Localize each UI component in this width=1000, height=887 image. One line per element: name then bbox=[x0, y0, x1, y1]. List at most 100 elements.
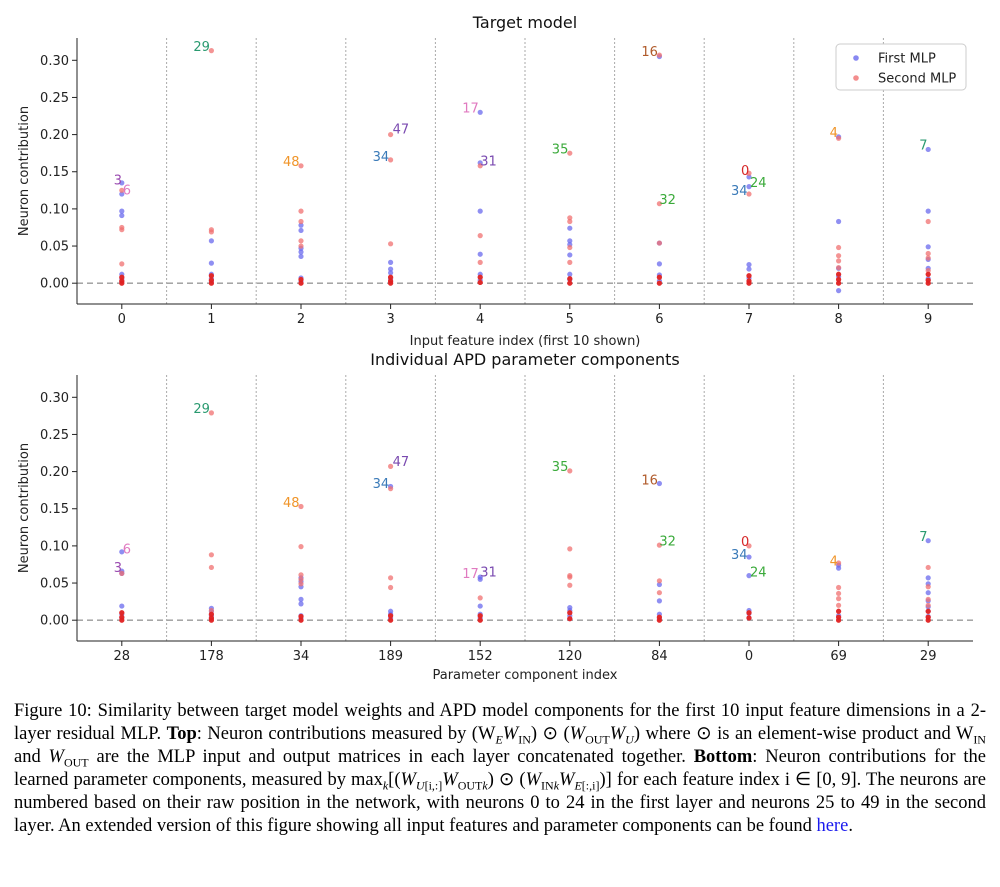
y-tick-label: 0.30 bbox=[40, 391, 69, 406]
neuron-label: 29 bbox=[193, 40, 210, 55]
legend-marker bbox=[853, 55, 859, 61]
figure-caption: Figure 10: Similarity between target mod… bbox=[14, 701, 987, 836]
data-point bbox=[208, 48, 214, 54]
data-point-dense bbox=[298, 280, 304, 286]
data-point bbox=[925, 255, 931, 261]
data-point bbox=[567, 252, 573, 258]
data-point bbox=[388, 486, 394, 492]
chart-title: Target model bbox=[472, 13, 577, 32]
data-point bbox=[388, 157, 394, 163]
data-point bbox=[477, 109, 483, 115]
x-tick-label: 189 bbox=[378, 649, 403, 664]
data-point bbox=[925, 538, 931, 544]
y-axis-label: Neuron contribution bbox=[17, 443, 32, 573]
data-point bbox=[836, 560, 842, 566]
here-link[interactable]: here bbox=[816, 816, 849, 836]
data-point bbox=[925, 250, 931, 257]
data-point-dense bbox=[208, 611, 214, 617]
data-point bbox=[388, 463, 394, 469]
y-tick-label: 0.20 bbox=[40, 465, 69, 480]
neuron-label: 35 bbox=[552, 142, 569, 157]
data-point bbox=[836, 584, 842, 591]
data-point-dense bbox=[746, 610, 752, 616]
series-first-mlp bbox=[119, 53, 931, 294]
y-tick-label: 0.25 bbox=[40, 428, 69, 443]
data-point bbox=[119, 227, 125, 233]
data-point-dense bbox=[925, 608, 931, 614]
data-point-dense bbox=[567, 276, 573, 282]
legend-marker bbox=[853, 75, 859, 81]
data-point-dense bbox=[119, 617, 125, 623]
caption-top-text-3: are the MLP input and output matrices in… bbox=[96, 747, 686, 767]
neuron-label: 7 bbox=[919, 530, 927, 545]
data-point-dense bbox=[477, 613, 483, 619]
x-axis-label: Input feature index (first 10 shown) bbox=[410, 334, 641, 349]
data-point-dense bbox=[836, 280, 842, 286]
data-point bbox=[298, 576, 304, 582]
y-tick-label: 0.15 bbox=[40, 502, 69, 517]
neuron-label: 3 bbox=[114, 174, 122, 189]
x-tick-label: 0 bbox=[745, 649, 753, 664]
neuron-label: 16 bbox=[641, 474, 658, 489]
data-point-dense bbox=[477, 274, 483, 280]
x-tick-label: 178 bbox=[199, 649, 224, 664]
data-point bbox=[567, 468, 573, 474]
data-point bbox=[925, 218, 931, 225]
neuron-label: 17 bbox=[462, 102, 479, 117]
data-point bbox=[119, 208, 125, 214]
data-point bbox=[746, 184, 752, 190]
data-point-dense bbox=[208, 280, 214, 286]
data-point bbox=[298, 544, 304, 550]
data-point bbox=[119, 603, 125, 609]
data-point bbox=[477, 603, 483, 609]
data-point-dense bbox=[567, 610, 573, 616]
data-point bbox=[836, 596, 842, 602]
data-point bbox=[298, 601, 304, 607]
x-tick-label: 4 bbox=[476, 312, 484, 327]
x-tick-label: 5 bbox=[566, 312, 574, 327]
data-point bbox=[119, 570, 125, 576]
data-point-dense bbox=[836, 617, 842, 623]
x-tick-label: 1 bbox=[207, 312, 215, 327]
x-tick-label: 8 bbox=[834, 312, 842, 327]
data-point-dense bbox=[477, 279, 483, 286]
data-point bbox=[119, 191, 125, 197]
data-point-dense bbox=[388, 274, 394, 280]
neuron-label: 34 bbox=[731, 184, 748, 199]
data-point bbox=[298, 253, 304, 260]
data-point-dense bbox=[298, 276, 304, 283]
data-point bbox=[208, 410, 214, 416]
data-point bbox=[298, 572, 304, 578]
data-point bbox=[388, 131, 394, 138]
neuron-label: 32 bbox=[659, 193, 676, 208]
data-point bbox=[836, 253, 842, 259]
data-point bbox=[208, 552, 214, 558]
y-tick-label: 0.05 bbox=[40, 577, 69, 592]
data-point-dense bbox=[746, 280, 752, 286]
data-point bbox=[836, 602, 842, 608]
data-point bbox=[477, 576, 483, 582]
neuron-label: 4 bbox=[830, 554, 838, 569]
data-point bbox=[656, 480, 663, 487]
data-point-dense bbox=[567, 616, 573, 622]
data-point bbox=[388, 575, 394, 581]
data-point-dense bbox=[656, 274, 663, 280]
data-point bbox=[925, 564, 931, 571]
data-point bbox=[836, 218, 842, 225]
caption-bottom-label: Bottom bbox=[693, 747, 753, 767]
data-point bbox=[925, 575, 931, 581]
data-point bbox=[298, 222, 304, 228]
data-point bbox=[567, 218, 573, 225]
data-point bbox=[836, 565, 842, 571]
neuron-label: 29 bbox=[193, 402, 210, 417]
data-point bbox=[567, 546, 573, 552]
data-point bbox=[298, 227, 304, 234]
data-point bbox=[567, 225, 573, 231]
neuron-label: 47 bbox=[393, 122, 410, 137]
data-point bbox=[388, 259, 394, 265]
data-point bbox=[567, 238, 573, 244]
x-tick-label: 28 bbox=[114, 649, 131, 664]
neuron-label: 34 bbox=[731, 548, 748, 563]
data-point bbox=[836, 288, 842, 294]
legend-label: First MLP bbox=[878, 52, 936, 67]
